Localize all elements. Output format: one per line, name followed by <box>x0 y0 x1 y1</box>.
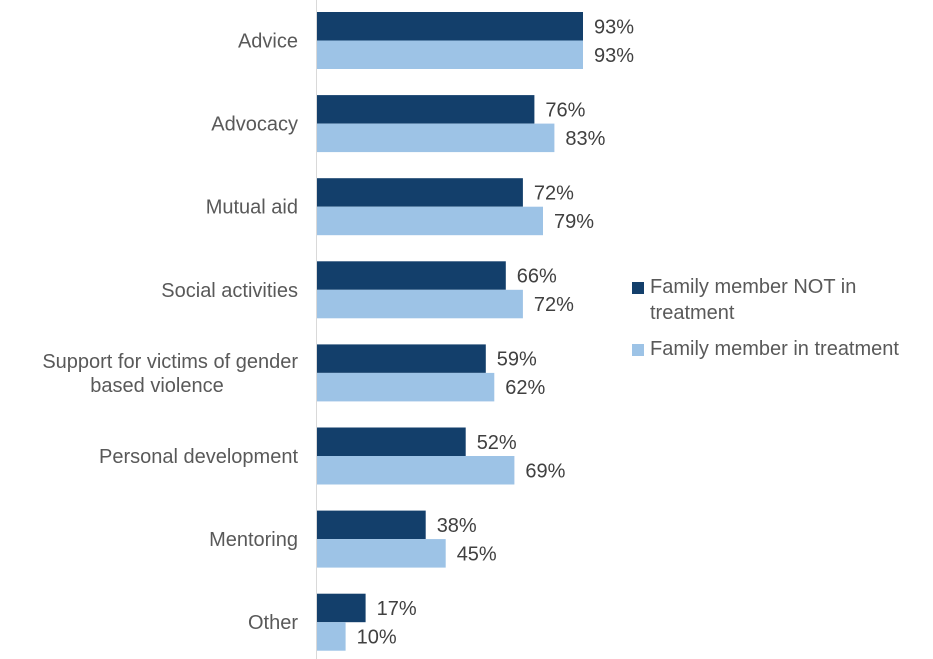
data-label-not-in-treatment-5: 52% <box>477 432 517 454</box>
category-label-7: Other <box>248 612 298 634</box>
category-label-1: Advocacy <box>211 114 298 136</box>
legend-label-not-in-treatment: Family member NOT in treatment <box>650 276 857 324</box>
data-label-not-in-treatment-7: 17% <box>377 598 417 620</box>
data-label-in-treatment-2: 79% <box>554 211 594 233</box>
bar-in-treatment-1 <box>317 123 555 153</box>
data-label-in-treatment-4: 62% <box>505 377 545 399</box>
legend-swatch-not-in-treatment <box>632 282 644 294</box>
data-label-not-in-treatment-2: 72% <box>534 182 574 204</box>
category-label-4-line-1: based violence <box>90 375 223 397</box>
legend-swatch-in-treatment <box>632 344 644 356</box>
legend-item-not-in-treatment: Family member NOT in treatment <box>632 274 932 326</box>
bar-in-treatment-0 <box>317 40 583 69</box>
category-label-5: Personal development <box>99 446 298 468</box>
data-label-in-treatment-1: 83% <box>565 128 605 150</box>
bar-not-in-treatment-6 <box>317 510 426 540</box>
category-label-0: Advice <box>238 31 298 53</box>
category-label-4-line-0: Support for victims of gender <box>42 351 298 373</box>
bar-not-in-treatment-1 <box>317 95 535 124</box>
bar-not-in-treatment-3 <box>317 261 506 290</box>
bar-not-in-treatment-0 <box>317 12 583 41</box>
data-label-not-in-treatment-6: 38% <box>437 515 477 537</box>
data-label-not-in-treatment-1: 76% <box>545 99 585 121</box>
category-label-2: Mutual aid <box>206 197 298 219</box>
bars-group: 93% 93% 76% 83% 72% 79% 66% 72% 59% 62% 52% 69% 38% 4… <box>317 12 634 651</box>
bar-not-in-treatment-7 <box>317 593 366 623</box>
data-label-not-in-treatment-3: 66% <box>517 266 557 288</box>
bar-in-treatment-7 <box>317 622 346 651</box>
bar-in-treatment-4 <box>317 372 495 402</box>
data-label-in-treatment-3: 72% <box>534 294 574 316</box>
bar-in-treatment-3 <box>317 289 523 319</box>
bar-in-treatment-5 <box>317 456 515 485</box>
legend-label-in-treatment: Family member in treatment <box>650 338 899 360</box>
data-label-not-in-treatment-0: 93% <box>594 16 634 38</box>
category-labels: Advice Advocacy Mutual aid Social activitie… <box>42 31 298 635</box>
data-label-in-treatment-5: 69% <box>525 460 565 482</box>
legend: Family member NOT in treatment Family me… <box>632 274 932 372</box>
bar-not-in-treatment-5 <box>317 427 466 456</box>
data-label-in-treatment-0: 93% <box>594 45 634 67</box>
category-label-3: Social activities <box>161 280 298 302</box>
bar-in-treatment-6 <box>317 539 446 568</box>
bar-in-treatment-2 <box>317 206 543 236</box>
data-label-in-treatment-6: 45% <box>457 543 497 565</box>
bar-not-in-treatment-4 <box>317 344 486 373</box>
data-label-not-in-treatment-4: 59% <box>497 349 537 371</box>
legend-item-in-treatment: Family member in treatment <box>632 336 932 362</box>
data-label-in-treatment-7: 10% <box>357 626 397 648</box>
category-label-6: Mentoring <box>209 529 298 551</box>
bar-not-in-treatment-2 <box>317 178 523 207</box>
